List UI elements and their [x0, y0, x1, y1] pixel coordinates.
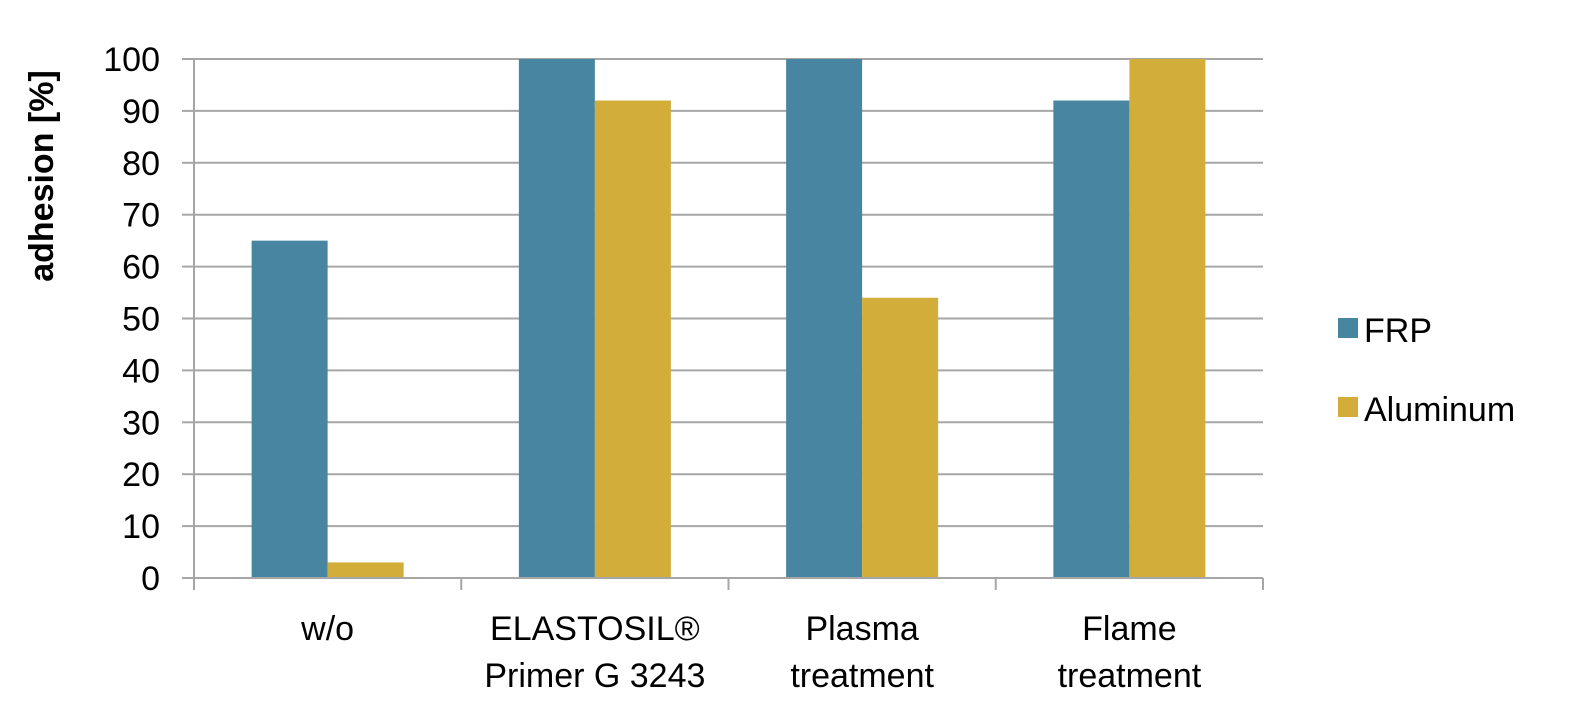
y-tick-label: 80 [122, 145, 160, 183]
y-tick-label: 70 [122, 197, 160, 235]
y-tick-label: 20 [122, 456, 160, 494]
bar-frp-3 [1053, 100, 1130, 579]
bars [251, 59, 1206, 579]
x-category-label: ELASTOSIL® [490, 610, 700, 648]
y-axis-title: adhesion [%] [23, 70, 61, 282]
bar-frp-2 [786, 59, 863, 578]
x-category-labels: w/o ELASTOSIL® Primer G 3243 Plasma treatmen… [300, 610, 1202, 695]
axes [182, 58, 1264, 590]
bar-frp-0 [251, 240, 328, 578]
legend-swatch-frp [1338, 318, 1358, 338]
legend-label-aluminum: Aluminum [1364, 391, 1515, 429]
x-category-label: Plasma [805, 610, 918, 648]
legend: FRP Aluminum [1338, 312, 1515, 429]
bar-aluminum-3 [1129, 59, 1206, 578]
legend-swatch-aluminum [1338, 397, 1358, 417]
x-category-label: treatment [790, 657, 934, 695]
bar-aluminum-2 [862, 297, 939, 578]
y-tick-label: 30 [122, 404, 160, 442]
x-category-label: Primer G 3243 [484, 657, 705, 695]
x-category-label: w/o [300, 610, 354, 648]
y-tick-label: 60 [122, 249, 160, 287]
y-tick-label: 50 [122, 301, 160, 339]
bar-frp-1 [518, 59, 595, 578]
y-tick-label: 10 [122, 508, 160, 546]
y-tick-label: 40 [122, 352, 160, 390]
bar-aluminum-1 [594, 100, 671, 579]
legend-label-frp: FRP [1364, 312, 1432, 350]
y-tick-label: 100 [103, 41, 160, 79]
bar-aluminum-0 [327, 562, 404, 578]
x-category-label: Flame [1082, 610, 1176, 648]
gridlines [194, 58, 1263, 528]
y-tick-label: 90 [122, 93, 160, 131]
y-tick-labels: 0 10 20 30 40 50 60 70 80 90 100 [103, 41, 160, 598]
x-category-label: treatment [1058, 657, 1202, 695]
y-tick-label: 0 [141, 560, 160, 598]
